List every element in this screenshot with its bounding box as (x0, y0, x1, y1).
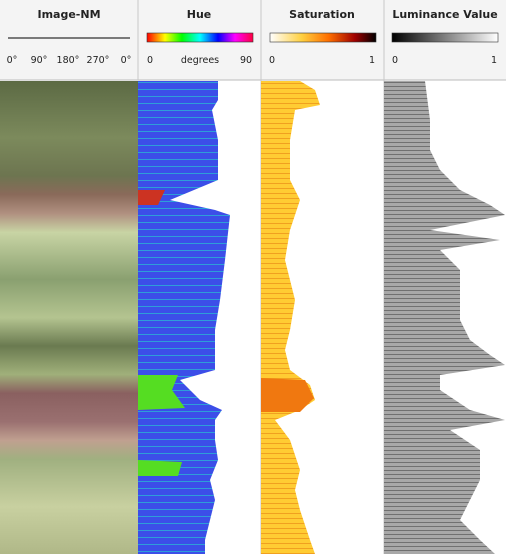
scale-label: 90 (240, 55, 252, 66)
scale-label: 1 (491, 55, 497, 66)
scale-label: 0° (121, 55, 132, 66)
core-image (0, 81, 138, 554)
scale-label: 1 (369, 55, 375, 66)
hue-accent (138, 190, 165, 205)
scale-label: 0 (269, 55, 275, 66)
scale-label: 0 (147, 55, 153, 66)
scale-label: 0 (392, 55, 398, 66)
track-title: Image-NM (37, 8, 100, 21)
scale-label: degrees (181, 55, 219, 66)
color-bar (146, 32, 254, 43)
color-bar (391, 32, 499, 43)
hue-green (138, 460, 182, 476)
scale-label: 90° (31, 55, 48, 66)
scale-label: 180° (57, 55, 80, 66)
saturation-trace (261, 81, 320, 554)
track-title: Hue (187, 8, 212, 21)
saturation-orange (261, 378, 314, 412)
color-bar (269, 32, 377, 43)
scale-label: 270° (87, 55, 110, 66)
track-title: Luminance Value (392, 8, 497, 21)
luminance-trace (384, 81, 505, 554)
scale-label: 0° (7, 55, 18, 66)
hue-green (138, 375, 185, 410)
hue-trace (138, 81, 230, 554)
track-title: Saturation (289, 8, 355, 21)
